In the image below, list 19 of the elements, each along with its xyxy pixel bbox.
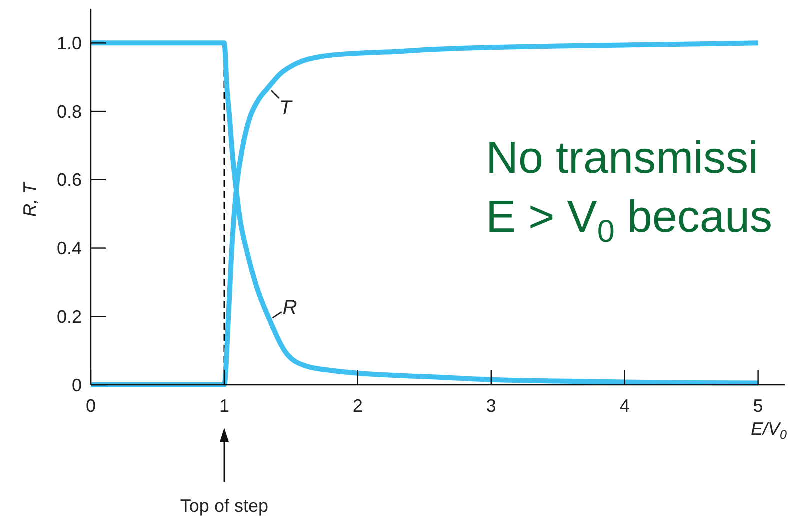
- annotation: E > V$_{0}$ becaus: [486, 191, 772, 249]
- x-tick-label: 0: [86, 396, 96, 416]
- y-tick-label: 0.6: [56, 170, 82, 190]
- y-axis-title: R, T: [20, 181, 40, 217]
- x-tick-label: 4: [620, 396, 630, 416]
- text: Top of step: [180, 496, 268, 516]
- y-tick-label: 0.8: [56, 102, 82, 122]
- x-tick-label: 5: [753, 396, 764, 416]
- x-axis-title: E/V$_{0}$: [750, 419, 787, 442]
- y-tick-label: 0.4: [56, 238, 82, 259]
- series-label: R: [282, 297, 298, 320]
- y-tick-label: 1.0: [56, 33, 82, 54]
- x-tick-label: 1: [219, 396, 230, 416]
- y-tick-label: 0: [72, 375, 82, 396]
- series-label: T: [280, 98, 294, 120]
- x-tick-label: 3: [486, 396, 496, 416]
- annotation: No transmissi: [486, 132, 759, 183]
- y-tick-label: 0.2: [56, 306, 82, 327]
- x-tick-label: 2: [352, 396, 363, 416]
